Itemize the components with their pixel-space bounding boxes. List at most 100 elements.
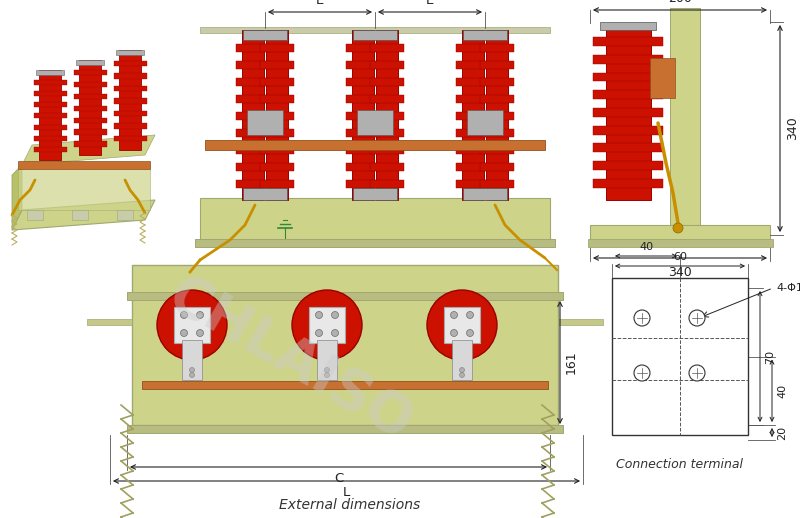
Bar: [260, 146, 294, 154]
Bar: [456, 180, 490, 188]
Bar: [114, 111, 146, 116]
Circle shape: [459, 367, 465, 372]
Polygon shape: [12, 200, 155, 230]
Polygon shape: [22, 135, 155, 165]
Bar: [370, 44, 404, 52]
Bar: [370, 78, 404, 86]
Bar: [346, 44, 380, 52]
Bar: [593, 90, 663, 99]
Bar: [236, 95, 270, 103]
Bar: [34, 80, 66, 84]
Circle shape: [197, 311, 203, 319]
Text: 161: 161: [565, 351, 578, 375]
Bar: [346, 78, 380, 86]
Bar: [456, 95, 490, 103]
Bar: [346, 163, 380, 171]
Bar: [593, 143, 663, 152]
Bar: [119, 50, 141, 150]
Bar: [480, 44, 514, 52]
Circle shape: [190, 367, 194, 372]
Bar: [370, 163, 404, 171]
Bar: [114, 136, 146, 141]
Bar: [34, 102, 66, 107]
Bar: [370, 111, 404, 120]
Bar: [463, 188, 507, 200]
Text: 40: 40: [777, 384, 787, 398]
Bar: [309, 307, 345, 343]
Text: 70: 70: [765, 350, 775, 364]
Bar: [200, 27, 550, 33]
Bar: [18, 165, 150, 210]
Circle shape: [689, 365, 705, 381]
Bar: [480, 95, 514, 103]
Bar: [444, 307, 480, 343]
Bar: [593, 126, 663, 135]
Text: 340: 340: [668, 266, 692, 279]
Bar: [593, 73, 663, 81]
Bar: [593, 37, 663, 46]
Bar: [18, 161, 150, 169]
Bar: [114, 73, 146, 79]
Bar: [456, 78, 490, 86]
Bar: [236, 128, 270, 137]
Bar: [127, 292, 563, 300]
Bar: [357, 110, 393, 135]
Bar: [593, 161, 663, 170]
Polygon shape: [12, 165, 22, 230]
Bar: [353, 30, 397, 40]
Bar: [346, 61, 380, 69]
Bar: [593, 55, 663, 64]
Text: L: L: [343, 486, 350, 499]
Bar: [114, 123, 146, 129]
Circle shape: [689, 310, 705, 326]
Circle shape: [427, 290, 497, 360]
Bar: [456, 111, 490, 120]
Circle shape: [181, 329, 187, 337]
Bar: [346, 146, 380, 154]
Circle shape: [459, 372, 465, 378]
Bar: [456, 163, 490, 171]
Bar: [5, 5, 170, 240]
Bar: [346, 180, 380, 188]
Bar: [236, 163, 270, 171]
Text: 20: 20: [777, 425, 787, 440]
Bar: [34, 136, 66, 141]
Bar: [36, 70, 64, 75]
Circle shape: [197, 329, 203, 337]
Bar: [76, 60, 104, 65]
Bar: [352, 30, 374, 200]
Bar: [236, 44, 270, 52]
Bar: [39, 70, 61, 160]
Bar: [27, 210, 43, 220]
Bar: [74, 70, 106, 76]
Bar: [486, 30, 508, 200]
Text: 60: 60: [673, 252, 687, 262]
Bar: [236, 146, 270, 154]
Bar: [346, 128, 380, 137]
Bar: [74, 82, 106, 88]
Text: External dimensions: External dimensions: [279, 498, 421, 512]
Bar: [114, 98, 146, 104]
Circle shape: [466, 329, 474, 337]
Bar: [260, 128, 294, 137]
Bar: [593, 179, 663, 188]
Bar: [612, 278, 748, 435]
Circle shape: [673, 223, 683, 233]
Text: 40: 40: [639, 242, 653, 252]
Bar: [174, 307, 210, 343]
Bar: [456, 146, 490, 154]
Bar: [116, 50, 144, 55]
Circle shape: [634, 365, 650, 381]
Bar: [74, 141, 106, 147]
Bar: [260, 180, 294, 188]
Circle shape: [181, 311, 187, 319]
Bar: [480, 111, 514, 120]
Bar: [87, 319, 132, 325]
Bar: [370, 180, 404, 188]
Text: Connection terminal: Connection terminal: [617, 458, 743, 471]
Bar: [34, 124, 66, 130]
Bar: [260, 44, 294, 52]
Bar: [260, 61, 294, 69]
Bar: [480, 180, 514, 188]
Bar: [236, 180, 270, 188]
